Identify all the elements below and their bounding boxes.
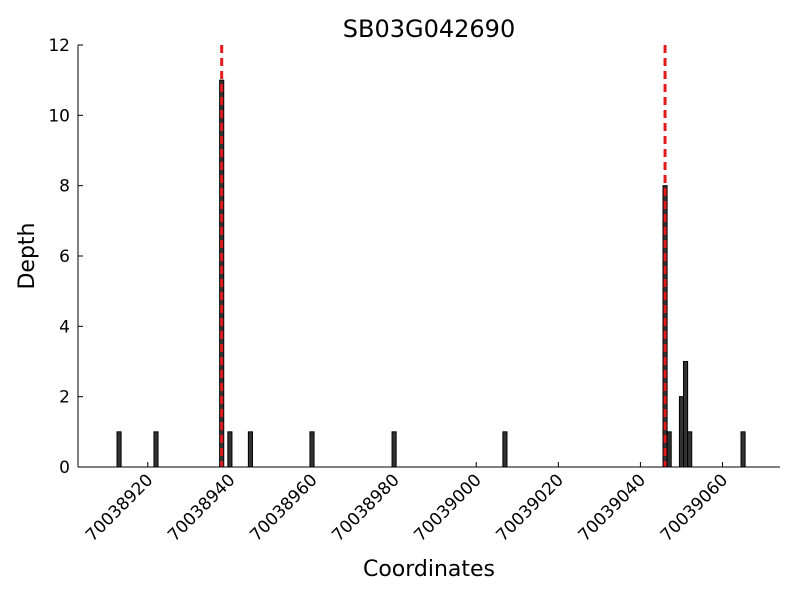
x-tick-label: 70039000 (410, 470, 485, 545)
x-tick-label: 70038940 (164, 470, 239, 545)
y-axis-label: Depth (15, 222, 40, 289)
y-tick-label: 12 (48, 36, 70, 56)
bar (678, 396, 685, 468)
x-tick-label: 70038920 (82, 470, 157, 545)
y-tick-label: 8 (59, 177, 70, 197)
chart-title: SB03G042690 (343, 15, 515, 43)
x-axis-label: Coordinates (363, 557, 495, 582)
bar (687, 431, 693, 468)
bar (391, 431, 397, 468)
bar (116, 431, 122, 468)
y-tick-label: 10 (48, 106, 70, 126)
x-tick-label: 70038980 (328, 470, 403, 545)
bar (247, 431, 253, 468)
x-tick-label: 70039060 (657, 470, 732, 545)
bar (153, 431, 159, 468)
bar (227, 431, 233, 468)
x-tick-label: 70038960 (246, 470, 321, 545)
y-tick-label: 6 (59, 247, 70, 267)
bar (683, 361, 689, 468)
bar (666, 431, 672, 468)
bar (309, 431, 315, 468)
x-tick-label: 70039020 (493, 470, 568, 545)
bar (502, 431, 508, 468)
bar (740, 431, 746, 468)
y-tick-label: 0 (59, 458, 70, 478)
x-tick-label: 70039040 (575, 470, 650, 545)
y-tick-label: 4 (59, 317, 70, 337)
y-tick-label: 2 (59, 388, 70, 408)
